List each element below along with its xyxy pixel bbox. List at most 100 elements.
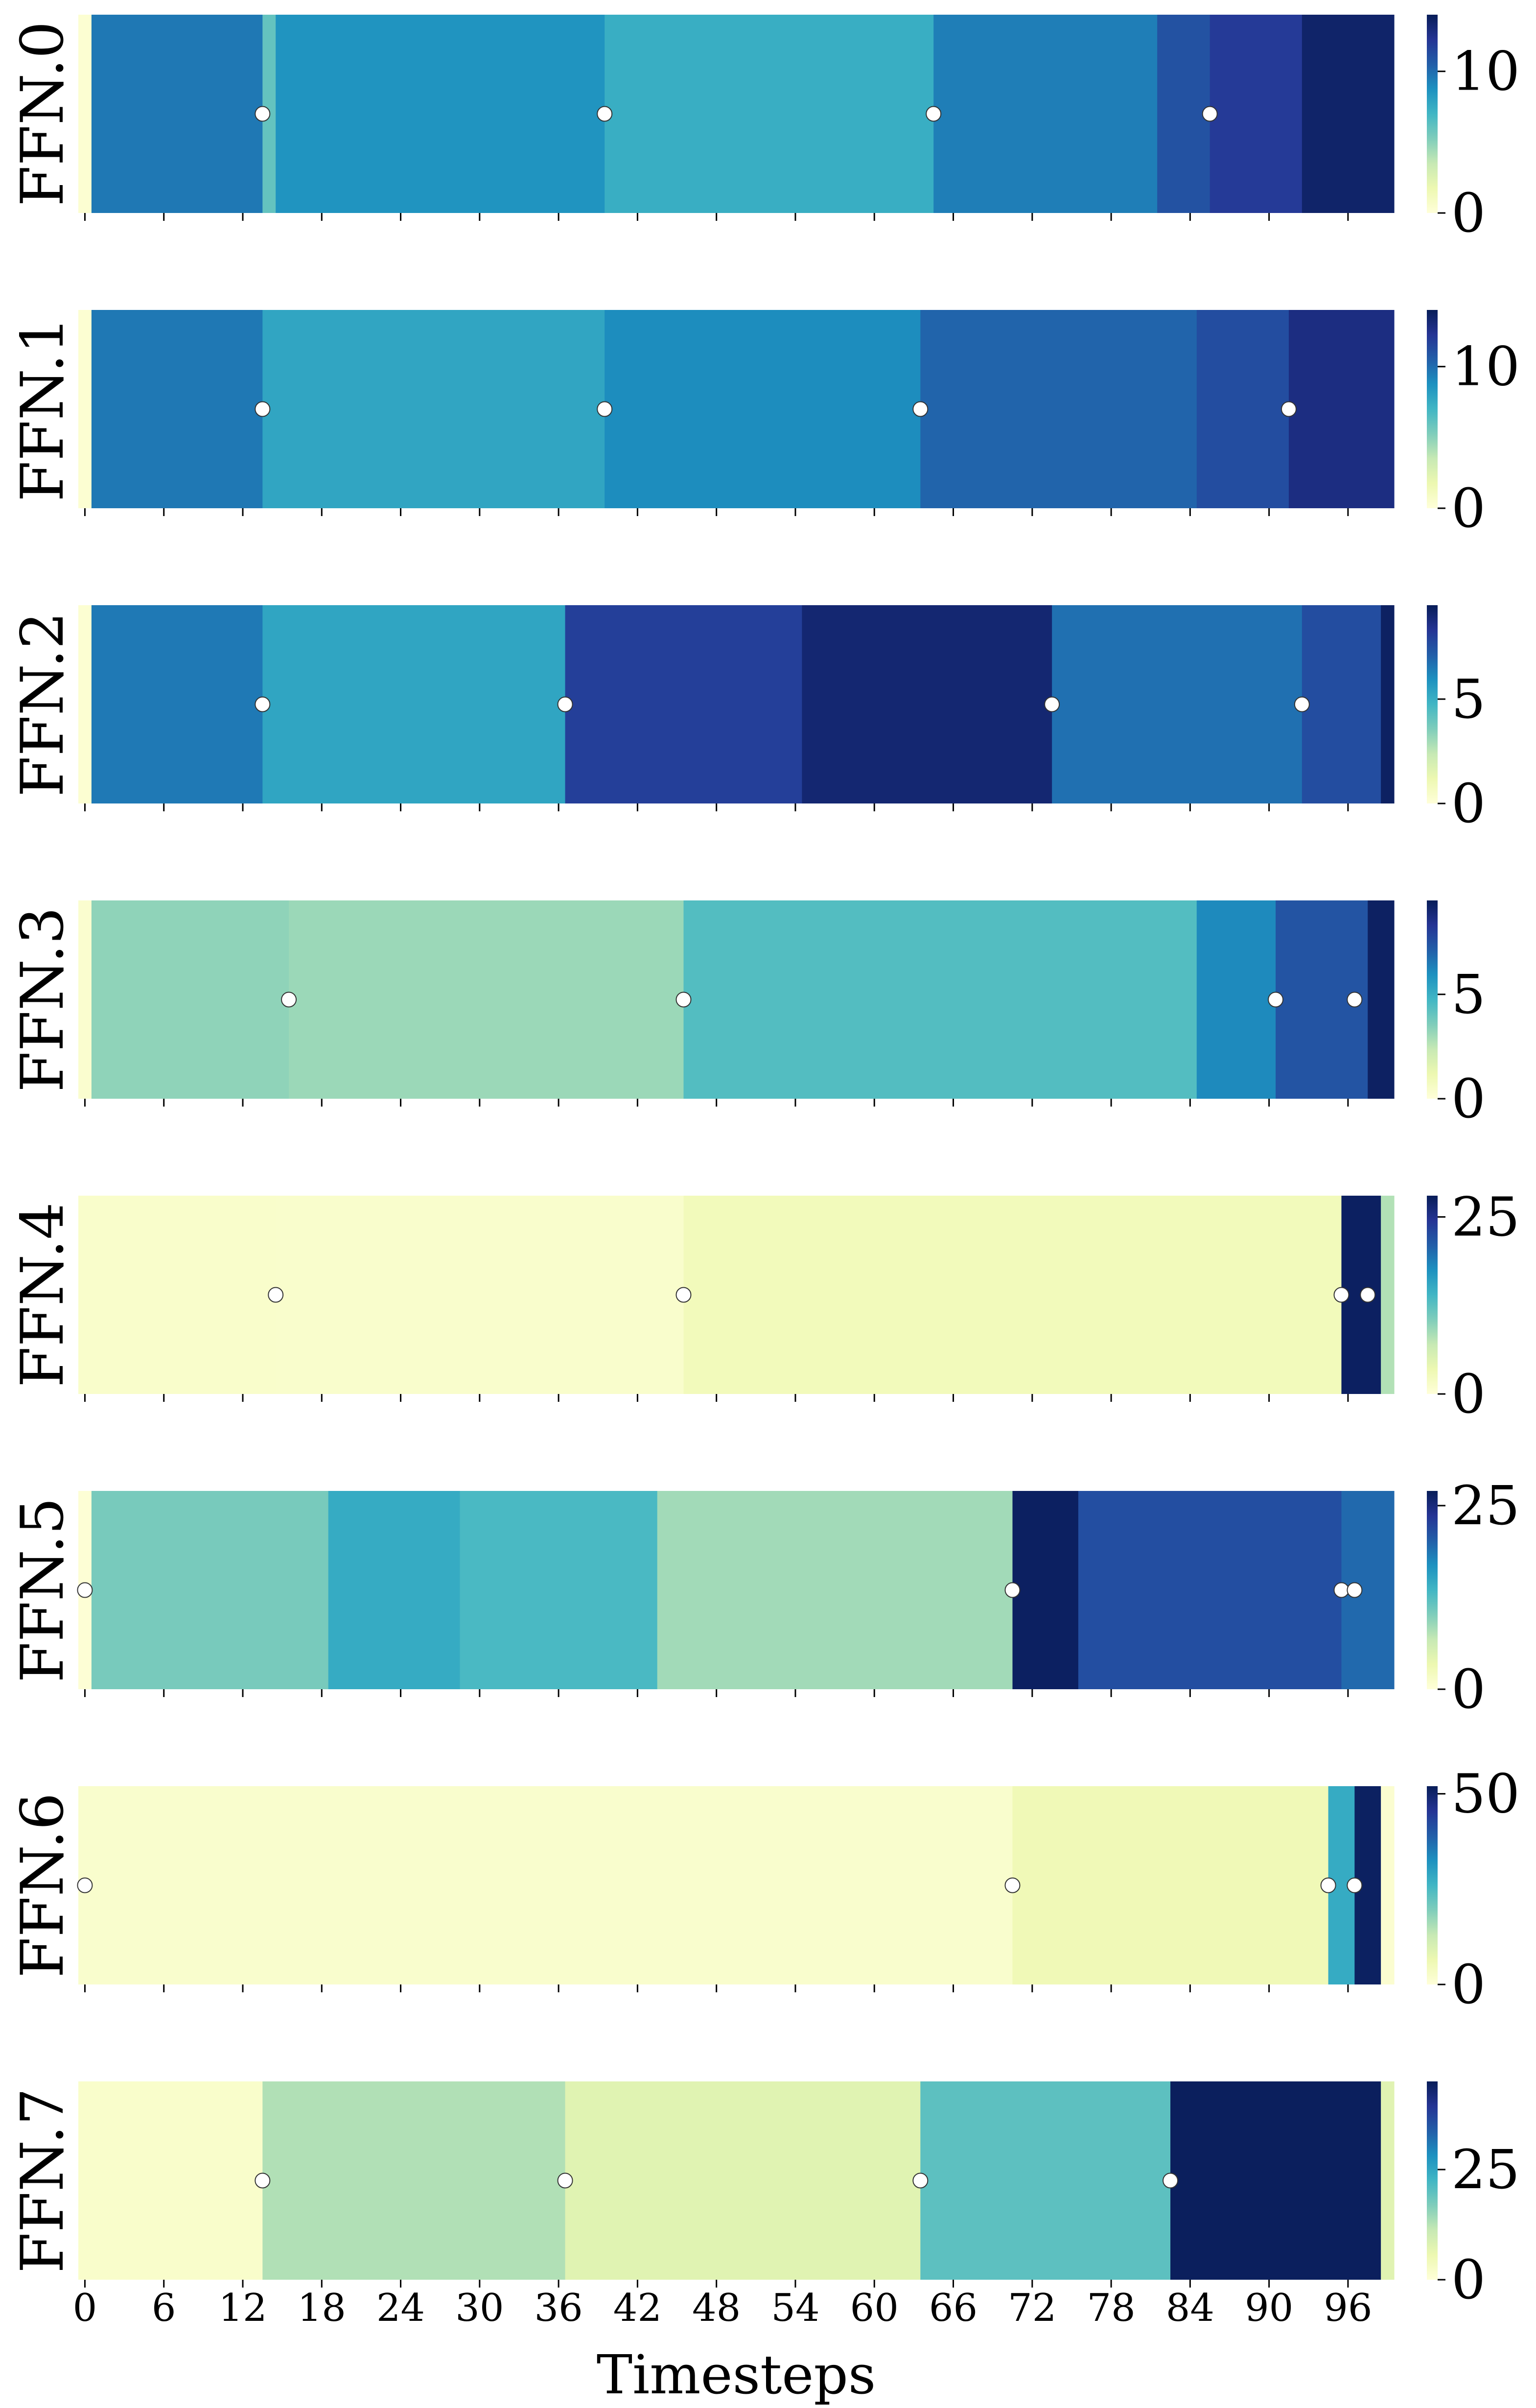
heatmap-cell	[78, 605, 92, 803]
colorbar	[1427, 15, 1438, 213]
heatmap-cell	[1302, 15, 1395, 213]
colorbar	[1427, 605, 1438, 803]
panel-ffn-5: FFN.5 0 25	[9, 1474, 1520, 1721]
heatmap-cell	[1381, 2081, 1395, 2280]
change-point-marker	[77, 1877, 93, 1893]
heatmap-cell	[276, 15, 605, 213]
heatmap-cell	[1012, 1491, 1079, 1689]
heatmap-cell	[1170, 2081, 1381, 2280]
panel-ffn-4: FFN.4 0 25	[9, 1185, 1520, 1425]
change-point-marker	[675, 1287, 692, 1303]
change-point-marker	[1004, 1877, 1021, 1893]
panel-label: FFN.5	[9, 1497, 77, 1682]
x-tick-label: 36	[534, 2286, 582, 2330]
heatmap-cell	[657, 1491, 1013, 1689]
x-tick-label: 48	[692, 2286, 741, 2330]
change-point-marker	[255, 401, 271, 417]
colorbar	[1427, 1786, 1438, 1984]
heatmap-cell	[1196, 310, 1289, 508]
colorbar-tick-label: 0	[1451, 1067, 1486, 1130]
heatmap-cell	[78, 2081, 263, 2280]
colorbar-tick-label: 10	[1451, 40, 1520, 103]
heatmap-cell	[933, 15, 1158, 213]
heatmap-cell	[1078, 1491, 1342, 1689]
heatmap-cell	[1368, 900, 1395, 1099]
x-tick-label: 78	[1087, 2286, 1135, 2330]
heatmap-cell	[1381, 605, 1395, 803]
colorbar	[1427, 1196, 1438, 1394]
heatmap-cell	[262, 2081, 566, 2280]
heatmap-cell	[460, 1491, 658, 1689]
heatmap-cell	[1157, 15, 1210, 213]
heatmap-cell	[1381, 1196, 1395, 1394]
colorbar-tick-label: 0	[1451, 1953, 1486, 2016]
colorbar-tick-label: 10	[1451, 335, 1520, 398]
x-tick-label: 60	[850, 2286, 899, 2330]
change-point-marker	[912, 401, 929, 417]
panel-ffn-3: FFN.3 0 5	[9, 900, 1486, 1130]
change-point-marker	[255, 106, 271, 122]
heatmap-cell	[683, 1196, 1342, 1394]
change-point-marker	[1333, 1582, 1350, 1598]
colorbar-tick-label: 0	[1451, 1363, 1486, 1425]
heatmap-cell	[920, 310, 1197, 508]
x-tick-label: 84	[1166, 2286, 1214, 2330]
heatmap-cell	[802, 605, 1052, 803]
change-point-marker	[1360, 1287, 1376, 1303]
x-tick-label: 54	[771, 2286, 819, 2330]
change-point-marker	[597, 106, 613, 122]
heatmap-cell	[1381, 1786, 1395, 1984]
change-point-marker	[597, 401, 613, 417]
panel-label: FFN.1	[9, 316, 77, 501]
heatmap-cell	[1288, 310, 1395, 508]
panel-label: FFN.4	[9, 1202, 77, 1387]
heatmap-cell	[262, 310, 605, 508]
colorbar-tick-label: 25	[1451, 2138, 1520, 2201]
x-tick-label: 24	[376, 2286, 425, 2330]
change-point-marker	[675, 992, 692, 1008]
change-point-marker	[268, 1287, 284, 1303]
panel-label: FFN.7	[9, 2088, 77, 2273]
heatmap-cell	[683, 900, 1197, 1099]
heatmap-cell	[91, 900, 289, 1099]
colorbar	[1427, 1491, 1438, 1689]
heatmap-cell	[91, 605, 263, 803]
heatmap-cell	[91, 15, 263, 213]
x-tick-label: 96	[1324, 2286, 1372, 2330]
heatmap-cell	[78, 1786, 1013, 1984]
x-tick-label: 30	[455, 2286, 504, 2330]
change-point-marker	[912, 2172, 929, 2189]
panel-ffn-2: FFN.2 0 5	[9, 605, 1486, 835]
colorbar-tick-label: 25	[1451, 1185, 1520, 1248]
heatmap-cell	[91, 310, 263, 508]
colorbar	[1427, 900, 1438, 1099]
heatmap-cell	[78, 15, 92, 213]
x-axis-label: Timesteps	[597, 2343, 876, 2406]
heatmap-cell	[78, 310, 92, 508]
x-tick-label: 42	[613, 2286, 662, 2330]
heatmap-cell	[1302, 605, 1381, 803]
heatmap-cell	[565, 2081, 921, 2280]
heatmap-cell	[289, 900, 684, 1099]
panel-label: FFN.3	[9, 907, 77, 1092]
panel-label: FFN.0	[9, 21, 77, 206]
x-tick-label: 0	[73, 2286, 97, 2330]
colorbar-tick-label: 5	[1451, 963, 1486, 1026]
change-point-marker	[1347, 1582, 1363, 1598]
change-point-marker	[1163, 2172, 1179, 2189]
heatmap-cell	[276, 1196, 684, 1394]
x-tick-label: 90	[1245, 2286, 1293, 2330]
heatmap-cell	[1196, 900, 1276, 1099]
heatmap-cell	[920, 2081, 1171, 2280]
colorbar-tick-label: 25	[1451, 1474, 1520, 1537]
change-point-marker	[1294, 696, 1310, 712]
change-point-marker	[1347, 992, 1363, 1008]
x-tick-label: 72	[1008, 2286, 1056, 2330]
x-tick-label: 18	[298, 2286, 346, 2330]
heatmap-cell	[328, 1491, 461, 1689]
heatmap-cell	[78, 900, 92, 1099]
colorbar-tick-label: 5	[1451, 668, 1486, 731]
colorbar-tick-label: 0	[1451, 772, 1486, 835]
change-point-marker	[77, 1582, 93, 1598]
